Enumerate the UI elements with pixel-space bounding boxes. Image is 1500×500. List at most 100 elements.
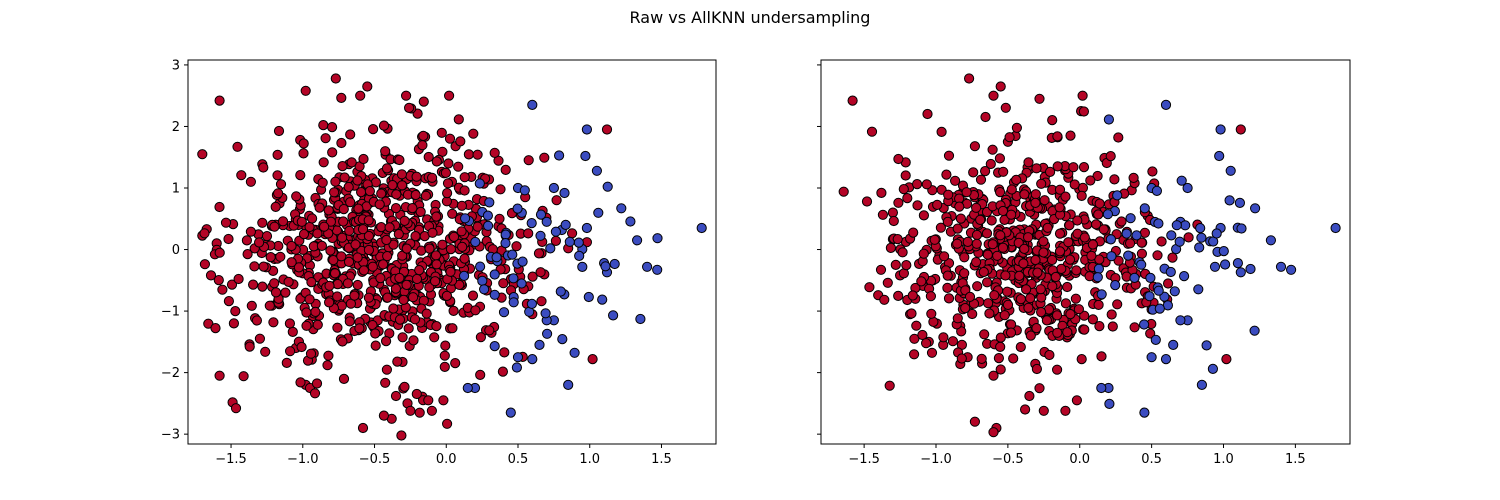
scatter-point-majority bbox=[275, 179, 287, 190]
scatter-point-minority bbox=[527, 99, 538, 111]
scatter-point-majority bbox=[337, 336, 348, 347]
scatter-point-minority bbox=[1103, 114, 1115, 125]
scatter-point-majority bbox=[523, 155, 534, 166]
scatter-point-majority bbox=[363, 292, 374, 303]
scatter-point-majority bbox=[431, 211, 442, 222]
scatter-point-majority bbox=[210, 323, 221, 334]
scatter-point-majority bbox=[935, 222, 947, 233]
scatter-point-majority bbox=[343, 256, 355, 267]
scatter-point-majority bbox=[989, 290, 1000, 301]
scatter-point-majority bbox=[418, 130, 429, 141]
scatter-point-minority bbox=[500, 238, 511, 249]
scatter-point-majority bbox=[258, 162, 269, 173]
scatter-point-majority bbox=[995, 187, 1006, 198]
scatter-point-majority bbox=[323, 350, 334, 361]
scatter-point-majority bbox=[912, 200, 923, 211]
scatter-point-majority bbox=[954, 201, 965, 212]
scatter-point-minority bbox=[540, 308, 551, 319]
scatter-point-minority bbox=[1146, 352, 1157, 363]
scatter-point-majority bbox=[551, 195, 562, 206]
scatter-point-majority bbox=[307, 213, 318, 224]
scatter-point-majority bbox=[358, 265, 369, 276]
scatter-point-majority bbox=[300, 85, 311, 96]
scatter-point-majority bbox=[942, 216, 953, 227]
scatter-point-majority bbox=[226, 279, 238, 290]
scatter-point-majority bbox=[287, 326, 298, 337]
scatter-point-majority bbox=[601, 124, 613, 135]
scatter-point-majority bbox=[1128, 172, 1139, 183]
scatter-point-minority bbox=[555, 286, 566, 297]
scatter-point-minority bbox=[517, 256, 528, 267]
scatter-point-majority bbox=[533, 248, 545, 259]
scatter-point-majority bbox=[437, 239, 448, 250]
y-tick-label: −1 bbox=[161, 305, 180, 320]
scatter-point-majority bbox=[264, 300, 275, 311]
scatter-point-majority bbox=[421, 308, 432, 319]
y-tick-label: −3 bbox=[161, 428, 180, 443]
scatter-point-majority bbox=[1070, 293, 1082, 304]
scatter-point-majority bbox=[337, 232, 348, 243]
scatter-point-minority bbox=[1234, 197, 1246, 208]
scatter-point-minority bbox=[1093, 263, 1105, 274]
x-tick-label: −1.5 bbox=[848, 452, 880, 467]
scatter-point-majority bbox=[1014, 270, 1025, 281]
scatter-point-majority bbox=[233, 273, 244, 285]
scatter-point-majority bbox=[316, 240, 327, 251]
scatter-point-majority bbox=[401, 279, 412, 290]
scatter-point-majority bbox=[467, 290, 479, 301]
scatter-point-majority bbox=[1025, 330, 1036, 341]
scatter-point-majority bbox=[1006, 184, 1017, 195]
scatter-point-minority bbox=[491, 252, 502, 263]
scatter-point-minority bbox=[1151, 185, 1163, 196]
scatter-point-majority bbox=[888, 215, 899, 227]
scatter-point-majority bbox=[411, 388, 422, 400]
scatter-point-majority bbox=[375, 273, 386, 284]
scatter-point-minority bbox=[1180, 220, 1191, 231]
scatter-point-majority bbox=[447, 323, 458, 334]
scatter-point-majority bbox=[1047, 115, 1058, 126]
scatter-point-majority bbox=[442, 178, 454, 189]
scatter-point-majority bbox=[1019, 189, 1030, 200]
x-tick-label: 0.5 bbox=[508, 452, 529, 467]
scatter-point-majority bbox=[268, 317, 279, 328]
scatter-point-majority bbox=[318, 120, 329, 131]
scatter-panel-allknn: −1.5 −1.0 −0.5 0.0 0.5 1.0 1.5 bbox=[817, 59, 1351, 467]
scatter-point-majority bbox=[971, 238, 982, 249]
scatter-point-minority bbox=[1165, 266, 1176, 278]
scatter-point-minority bbox=[1179, 271, 1190, 282]
scatter-point-majority bbox=[459, 185, 470, 196]
scatter-point-minority bbox=[1150, 334, 1161, 345]
scatter-point-majority bbox=[511, 241, 522, 252]
scatter-point-majority bbox=[917, 329, 928, 341]
scatter-point-majority bbox=[1113, 132, 1124, 143]
scatter-point-majority bbox=[273, 188, 284, 199]
scatter-point-majority bbox=[324, 280, 335, 291]
scatter-point-minority bbox=[1218, 246, 1229, 257]
scatter-point-minority bbox=[591, 165, 603, 176]
scatter-point-majority bbox=[980, 166, 991, 177]
scatter-point-majority bbox=[284, 318, 295, 329]
scatter-point-minority bbox=[696, 222, 707, 234]
scatter-point-majority bbox=[942, 282, 953, 293]
scatter-point-majority bbox=[1023, 157, 1034, 168]
scatter-point-majority bbox=[456, 226, 467, 237]
scatter-point-majority bbox=[439, 350, 450, 361]
scatter-point-majority bbox=[381, 163, 393, 174]
scatter-point-majority bbox=[1024, 390, 1035, 402]
scatter-point-majority bbox=[352, 175, 363, 186]
scatter-point-minority bbox=[474, 178, 485, 189]
scatter-point-majority bbox=[363, 230, 374, 242]
scatter-point-majority bbox=[426, 405, 437, 416]
scatter-point-minority bbox=[1121, 228, 1132, 239]
scatter-point-majority bbox=[890, 259, 901, 270]
scatter-point-majority bbox=[523, 228, 534, 239]
scatter-point-minority bbox=[1215, 124, 1226, 135]
scatter-point-majority bbox=[1094, 321, 1105, 332]
scatter-point-minority bbox=[581, 222, 593, 234]
scatter-point-majority bbox=[876, 187, 887, 198]
scatter-point-majority bbox=[323, 205, 334, 216]
scatter-point-majority bbox=[346, 157, 357, 168]
scatter-point-minority bbox=[559, 187, 570, 199]
scatter-point-majority bbox=[1052, 327, 1063, 338]
scatter-point-majority bbox=[976, 353, 987, 364]
